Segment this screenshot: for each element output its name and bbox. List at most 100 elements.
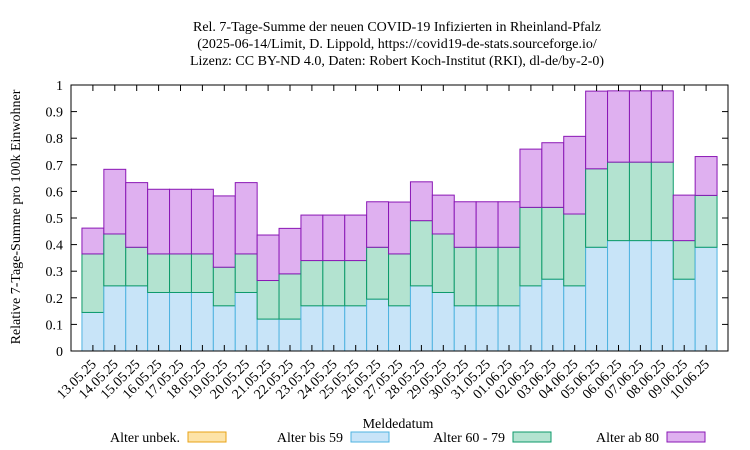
bar-segment-4-20: [497, 201, 521, 248]
bar-segment-4-3: [125, 182, 149, 248]
bar-segment-3-14: [366, 246, 390, 300]
bar-segment-4-21: [519, 148, 543, 208]
bar-segment-3-28: [672, 240, 696, 280]
bar-segment-2-27: [650, 240, 674, 352]
bar-segment-2-15: [388, 305, 411, 352]
legend-label-4: Alter ab 80: [596, 431, 659, 446]
bar-segment-3-16: [409, 220, 433, 287]
legend-swatch-4: [666, 431, 706, 443]
bar-segment-4-17: [431, 194, 455, 235]
bar-segment-2-8: [234, 291, 258, 352]
bar-segment-2-22: [541, 278, 565, 352]
y-tick-label-3: 0.3: [46, 265, 64, 280]
y-tick-label-1: 0.1: [46, 318, 64, 333]
bar-segment-2-6: [190, 291, 214, 352]
bar-segment-2-28: [672, 278, 696, 352]
bar-segment-3-12: [322, 260, 346, 307]
bar-segment-4-6: [190, 188, 214, 255]
bar-segment-4-15: [388, 201, 411, 255]
y-tick-label-8: 0.8: [46, 132, 64, 147]
bar-segment-4-28: [672, 194, 696, 242]
bar-segment-3-11: [300, 260, 324, 307]
bar-segment-4-18: [453, 201, 477, 248]
bar-segment-2-16: [409, 285, 433, 352]
y-tick-label-0: 0: [56, 345, 63, 360]
bar-segment-3-13: [344, 260, 368, 307]
legend-label-2: Alter bis 59: [277, 431, 343, 446]
bar-segment-3-18: [453, 246, 477, 307]
bar-segment-4-11: [300, 214, 324, 262]
bar-segment-4-22: [541, 142, 565, 208]
bar-segment-3-15: [388, 253, 411, 307]
bar-segment-2-18: [453, 305, 477, 352]
bar-segment-3-26: [628, 161, 652, 242]
legend-swatch-3: [512, 431, 552, 443]
bar-segment-3-17: [431, 233, 455, 293]
bar-segment-2-5: [169, 291, 192, 352]
bar-segment-4-23: [563, 135, 587, 215]
bar-segment-4-4: [147, 188, 171, 255]
bar-segment-2-19: [475, 305, 499, 352]
bar-segment-2-13: [344, 305, 368, 352]
bar-segment-4-29: [694, 156, 718, 196]
y-tick-label-2: 0.2: [46, 292, 64, 307]
bar-segment-4-8: [234, 182, 258, 255]
y-tick-label-10: 1: [56, 79, 63, 94]
bar-segment-4-25: [607, 90, 630, 163]
bar-segment-3-20: [497, 246, 521, 307]
y-axis: 0 0.1 0.2 0.3 0.4 0.5 0.6 0.7 0.8 0.9 1: [46, 79, 728, 360]
bar-segment-3-27: [650, 161, 674, 242]
bar-segment-4-26: [628, 90, 652, 163]
bar-segment-2-3: [125, 285, 149, 352]
y-tick-label-5: 0.5: [46, 212, 64, 227]
bars-layer: [81, 90, 718, 352]
bar-segment-2-7: [212, 305, 236, 352]
bar-segment-3-4: [147, 253, 171, 293]
bar-segment-2-26: [628, 240, 652, 352]
bar-segment-2-14: [366, 298, 390, 352]
bar-segment-2-25: [607, 240, 630, 352]
bar-segment-4-9: [256, 234, 280, 282]
bar-segment-4-7: [212, 195, 236, 268]
chart-title-line-3: Lizenz: CC BY-ND 4.0, Daten: Robert Koch…: [190, 54, 604, 69]
bar-segment-2-23: [563, 285, 587, 352]
chart-title-line-1: Rel. 7-Tage-Summe der neuen COVID-19 Inf…: [193, 20, 601, 35]
bar-segment-2-2: [103, 285, 127, 352]
y-tick-label-6: 0.6: [46, 185, 64, 200]
plot-frame: [70, 84, 729, 352]
bar-segment-4-27: [650, 90, 674, 163]
bar-segment-3-1: [81, 253, 105, 313]
bar-segment-4-12: [322, 214, 346, 262]
bar-segment-3-10: [278, 273, 302, 320]
chart-title: Rel. 7-Tage-Summe der neuen COVID-19 Inf…: [190, 20, 604, 69]
bar-segment-4-10: [278, 227, 302, 275]
bar-segment-4-16: [409, 181, 433, 222]
bar-segment-2-12: [322, 305, 346, 352]
bar-segment-3-21: [519, 206, 543, 287]
bar-segment-3-7: [212, 266, 236, 307]
y-tick-label-4: 0.4: [46, 239, 64, 254]
bar-segment-3-23: [563, 213, 587, 287]
bar-segment-2-29: [694, 246, 718, 352]
legend: Alter unbek. Alter bis 59 Alter 60 - 79 Alt…: [110, 431, 706, 446]
y-axis-label: Relative 7-Tage-Summe pro 100k Einwohner: [9, 89, 24, 344]
legend-label-1: Alter unbek.: [110, 431, 180, 446]
bar-segment-4-13: [344, 214, 368, 262]
bar-segment-3-29: [694, 194, 718, 248]
bar-segment-3-9: [256, 280, 280, 320]
bar-segment-3-2: [103, 233, 127, 287]
bar-segment-2-20: [497, 305, 521, 352]
bar-segment-3-8: [234, 253, 258, 293]
legend-label-3: Alter 60 - 79: [433, 431, 505, 446]
bar-segment-3-19: [475, 246, 499, 307]
bar-segment-3-22: [541, 206, 565, 280]
legend-swatch-1: [187, 431, 227, 443]
bar-segment-2-21: [519, 285, 543, 352]
y-tick-label-9: 0.9: [46, 106, 64, 121]
bar-segment-3-6: [190, 253, 214, 293]
bar-segment-3-24: [585, 168, 609, 248]
bar-segment-4-24: [585, 90, 609, 170]
bar-segment-2-24: [585, 246, 609, 352]
bar-segment-4-19: [475, 201, 499, 248]
